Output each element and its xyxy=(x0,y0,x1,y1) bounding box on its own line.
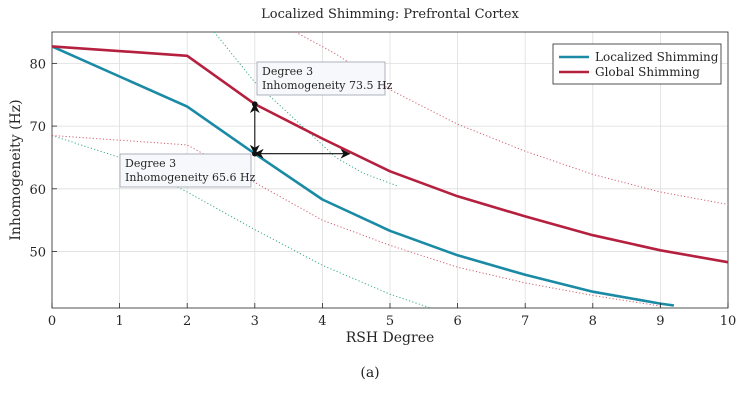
y-tick-label: 70 xyxy=(29,120,46,135)
x-tick-label: 7 xyxy=(521,314,529,329)
chart-title: Localized Shimming: Prefrontal Cortex xyxy=(261,7,519,22)
data-tip-box xyxy=(119,153,252,188)
series-layer xyxy=(52,45,728,307)
x-tick-label: 9 xyxy=(656,314,664,329)
legend-box xyxy=(552,43,722,85)
legend-label: Global Shimming xyxy=(595,65,700,79)
x-tick-label: 0 xyxy=(48,314,56,329)
y-axis-label: Inhomogeneity (Hz) xyxy=(8,99,24,240)
y-ticks: 50 60 70 80 xyxy=(29,57,57,261)
x-tick-label: 5 xyxy=(386,314,394,329)
data-tip-text: Inhomogeneity 65.6 Hz xyxy=(125,171,256,184)
reference-curves xyxy=(52,32,728,308)
y-tick-label: 80 xyxy=(29,57,46,72)
x-tick-label: 6 xyxy=(453,314,461,329)
arrows xyxy=(249,103,351,159)
x-tick-label: 1 xyxy=(115,314,123,329)
x-tick-label: 10 xyxy=(720,314,737,329)
figure-caption: (a) xyxy=(360,365,380,381)
y-tick-label: 50 xyxy=(29,246,46,261)
x-tick-label: 2 xyxy=(183,314,191,329)
x-tick-label: 4 xyxy=(318,314,326,329)
reference-curve xyxy=(52,135,431,308)
x-axis-label: RSH Degree xyxy=(346,330,435,346)
legend-label: Localized Shimming xyxy=(595,50,719,64)
x-tick-label: 8 xyxy=(589,314,597,329)
x-ticks: 0 1 2 3 4 5 6 7 8 9 10 xyxy=(48,303,736,329)
data-tip-marker xyxy=(252,101,258,107)
data-tip-text: Degree 3 xyxy=(262,65,313,78)
chart: Localized Shimming: Prefrontal Cortex 0 1… xyxy=(8,7,736,346)
x-tick-label: 3 xyxy=(251,314,259,329)
annotation-markers xyxy=(252,101,258,157)
data-tip-text: Inhomogeneity 73.5 Hz xyxy=(262,79,393,92)
data-tip-text: Degree 3 xyxy=(125,157,176,170)
data-tip-box xyxy=(256,61,386,96)
data-tip-marker xyxy=(252,150,258,157)
series-line-global-shimming xyxy=(52,45,728,264)
series-line-localized-shimming xyxy=(52,45,675,307)
y-tick-label: 60 xyxy=(29,183,46,198)
